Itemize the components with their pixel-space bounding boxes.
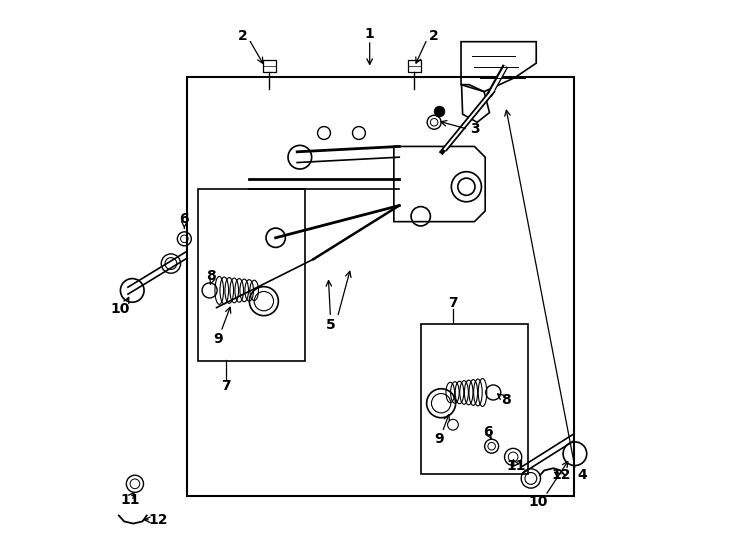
Text: 9: 9 (213, 332, 222, 346)
Text: 7: 7 (222, 379, 231, 393)
Text: 11: 11 (506, 459, 526, 473)
Text: 3: 3 (470, 122, 480, 136)
Bar (197, 190, 305, 361)
Text: 4: 4 (577, 468, 586, 482)
Text: 2: 2 (429, 29, 439, 43)
Text: 8: 8 (206, 269, 216, 284)
Bar (421, 323, 528, 474)
Text: 11: 11 (121, 493, 140, 507)
Text: 7: 7 (448, 296, 458, 310)
Text: 6: 6 (484, 425, 493, 439)
Text: 10: 10 (528, 495, 548, 509)
Bar (187, 77, 574, 496)
Text: 8: 8 (501, 393, 510, 407)
Text: 2: 2 (238, 29, 247, 43)
Circle shape (434, 106, 445, 117)
Text: 6: 6 (180, 212, 189, 226)
Text: 12: 12 (552, 468, 571, 482)
Text: 9: 9 (435, 432, 444, 446)
Bar (263, 60, 276, 72)
Text: 12: 12 (149, 513, 168, 527)
Text: 1: 1 (365, 26, 374, 40)
Text: 10: 10 (110, 302, 130, 316)
Text: 5: 5 (326, 318, 335, 332)
Bar (408, 60, 421, 72)
